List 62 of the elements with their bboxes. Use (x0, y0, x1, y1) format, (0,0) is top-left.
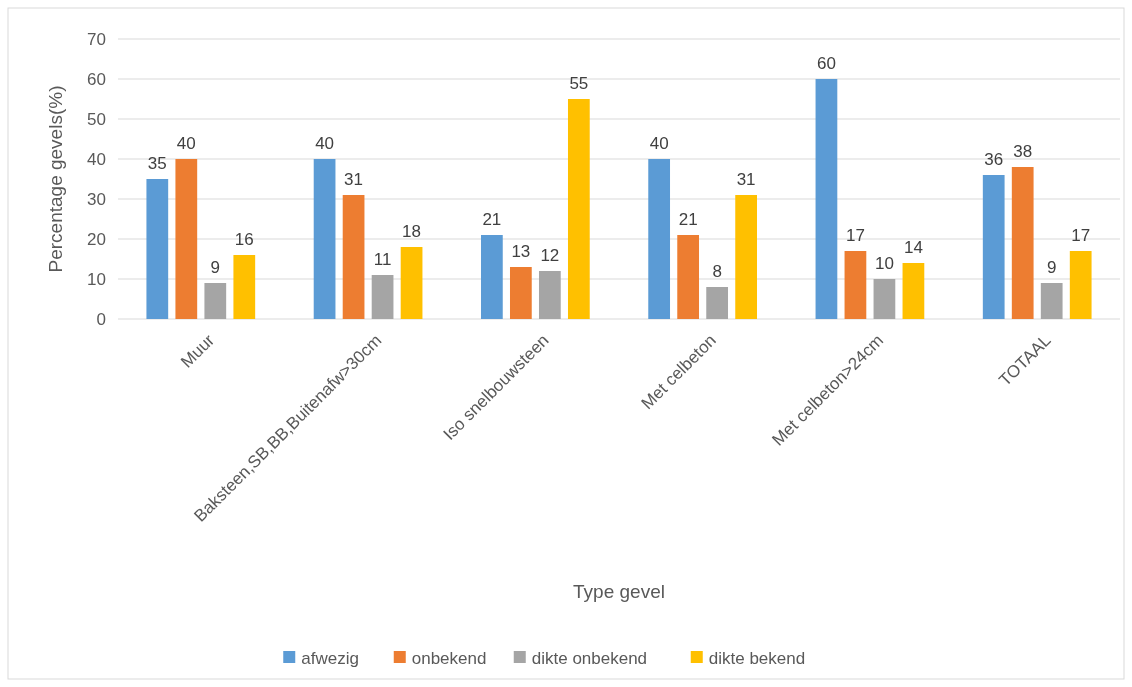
y-tick-label: 50 (87, 109, 106, 129)
data-label: 35 (147, 154, 167, 173)
bar (844, 251, 867, 319)
data-label: 60 (816, 54, 836, 73)
bar (204, 283, 227, 319)
y-tick-label: 40 (87, 149, 106, 169)
x-axis-title: Type gevel (573, 581, 665, 602)
bar (677, 235, 700, 319)
data-label: 14 (903, 238, 923, 257)
bar (706, 287, 729, 319)
data-label: 10 (874, 254, 894, 273)
y-tick-label: 0 (96, 309, 106, 329)
y-tick-label: 20 (87, 229, 106, 249)
data-label: 40 (176, 134, 196, 153)
bar (815, 79, 838, 319)
bar (567, 99, 590, 319)
data-label: 8 (712, 262, 722, 281)
data-label: 38 (1013, 142, 1033, 161)
bar (481, 235, 503, 319)
bar (1011, 167, 1034, 319)
bar (233, 255, 256, 319)
bar (1069, 251, 1092, 319)
data-label: 13 (511, 242, 531, 261)
legend-label: afwezig (301, 648, 359, 668)
data-label: 36 (984, 150, 1004, 169)
bar (146, 179, 169, 319)
data-label: 31 (736, 170, 756, 189)
y-tick-label: 60 (87, 69, 106, 89)
data-label: 18 (402, 222, 422, 241)
data-label: 11 (373, 250, 392, 269)
data-label: 21 (482, 210, 502, 229)
bar (902, 263, 925, 319)
data-label: 31 (344, 170, 364, 189)
y-tick-label: 10 (87, 269, 106, 289)
bar (982, 175, 1005, 319)
bar (342, 195, 365, 319)
data-label: 12 (540, 246, 560, 265)
data-label: 16 (234, 230, 254, 249)
bar (735, 195, 758, 319)
data-label: 40 (315, 134, 335, 153)
y-tick-label: 30 (87, 189, 106, 209)
data-label: 40 (649, 134, 669, 153)
legend-label: dikte onbekend (531, 648, 648, 668)
data-label: 21 (678, 210, 698, 229)
bar (175, 159, 198, 319)
legend-label: dikte bekend (708, 648, 806, 668)
bar (873, 279, 896, 319)
data-label: 17 (1071, 226, 1091, 245)
bar (313, 159, 336, 319)
data-label: 55 (569, 74, 589, 93)
bar (1040, 283, 1063, 319)
bar (400, 247, 423, 319)
bar (538, 271, 561, 319)
bar (371, 275, 394, 319)
data-label: 9 (210, 258, 221, 277)
bar (648, 159, 671, 319)
y-axis-title: Percentage gevels(%) (45, 85, 66, 273)
data-label: 17 (845, 226, 865, 245)
legend-label: onbekend (411, 648, 487, 668)
bar (509, 267, 532, 319)
y-tick-label: 70 (87, 29, 106, 49)
data-label: 9 (1046, 258, 1057, 277)
